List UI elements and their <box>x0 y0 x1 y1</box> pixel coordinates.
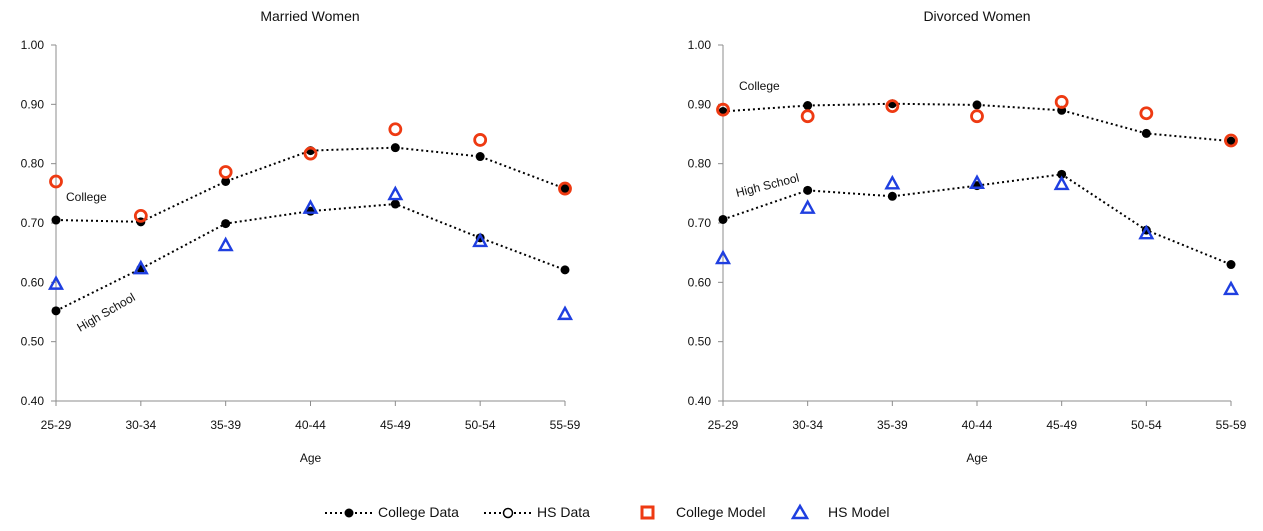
series-college-model <box>716 95 1238 148</box>
x-tick-label: 40-44 <box>295 418 326 432</box>
x-tick-label: 50-54 <box>465 418 496 432</box>
y-tick-label: 0.60 <box>21 275 45 289</box>
model-point <box>1138 224 1155 240</box>
annotation-college: College <box>739 79 780 93</box>
model-point <box>1054 95 1069 109</box>
y-tick-label: 1.00 <box>688 38 712 52</box>
data-point <box>475 152 485 162</box>
model-point <box>799 199 816 214</box>
model-point <box>558 181 572 196</box>
y-tick-label: 0.50 <box>688 335 712 349</box>
annotation-college: College <box>66 190 107 204</box>
y-tick-label: 0.50 <box>21 335 45 349</box>
data-point <box>51 306 61 316</box>
data-point <box>390 199 400 209</box>
model-point <box>388 122 403 137</box>
model-point <box>968 174 986 189</box>
data-point <box>51 215 61 225</box>
data-point <box>1057 169 1067 179</box>
x-tick-label: 45-49 <box>1046 418 1077 432</box>
model-point <box>884 174 901 190</box>
y-tick-label: 0.80 <box>21 157 45 171</box>
legend-label-hs-model: HS Model <box>828 504 890 520</box>
data-point <box>718 214 728 224</box>
model-point <box>970 109 984 124</box>
legend-swatch-hs-model <box>790 503 810 520</box>
model-point <box>472 232 489 248</box>
model-point <box>1139 106 1154 121</box>
model-point <box>473 133 488 147</box>
data-point <box>221 176 231 186</box>
series-hs-model <box>714 174 1240 296</box>
y-tick-label: 0.90 <box>688 97 712 111</box>
y-tick-label: 0.90 <box>21 97 45 111</box>
legend: College Data HS Data College Model HS Mo… <box>0 500 1263 526</box>
data-point <box>1226 260 1236 270</box>
data-point <box>1141 128 1151 138</box>
series-hs-model <box>47 185 574 321</box>
legend-label-college-data: College Data <box>378 504 459 520</box>
data-point <box>221 219 231 229</box>
model-point <box>800 109 815 124</box>
model-point <box>302 199 319 214</box>
model-point <box>716 102 730 117</box>
x-tick-label: 45-49 <box>380 418 411 432</box>
model-point <box>49 174 63 189</box>
legend-swatch-hs-data <box>484 507 532 519</box>
series-college-model <box>49 122 572 223</box>
x-tick-label: 30-34 <box>792 418 823 432</box>
x-tick-label: 55-59 <box>1216 418 1247 432</box>
y-tick-label: 0.60 <box>688 275 712 289</box>
data-point <box>560 184 570 194</box>
y-tick-label: 0.70 <box>21 216 45 230</box>
x-axis-label: Age <box>966 451 988 465</box>
x-tick-label: 55-59 <box>550 418 581 432</box>
x-axis-label: Age <box>300 451 322 465</box>
x-tick-label: 35-39 <box>210 418 241 432</box>
legend-swatch-college-data <box>325 508 373 518</box>
y-tick-label: 0.40 <box>21 394 45 408</box>
x-tick-label: 25-29 <box>708 418 739 432</box>
y-tick-label: 0.40 <box>688 394 712 408</box>
data-point <box>390 143 400 153</box>
legend-label-college-model: College Model <box>676 504 766 520</box>
y-tick-label: 0.70 <box>688 216 712 230</box>
x-tick-label: 35-39 <box>877 418 908 432</box>
model-point <box>132 259 149 275</box>
model-point <box>1222 280 1240 296</box>
model-point <box>218 165 233 179</box>
y-tick-label: 1.00 <box>21 38 45 52</box>
chart-title: Married Women <box>260 8 359 24</box>
chart-panel-divorced: Divorced Women 0.40 0.50 0.60 0.70 0.80 0.90 1.… <box>688 8 1247 465</box>
model-point <box>556 305 574 321</box>
model-point <box>133 208 148 223</box>
data-point <box>1226 136 1236 146</box>
data-point <box>560 265 570 275</box>
x-tick-label: 25-29 <box>41 418 72 432</box>
model-point <box>1053 175 1070 191</box>
model-point <box>1224 133 1238 148</box>
model-point <box>303 146 318 161</box>
model-point <box>714 249 732 265</box>
y-tick-label: 0.80 <box>688 157 712 171</box>
model-point <box>217 236 234 252</box>
model-point <box>387 185 404 201</box>
chart-title: Divorced Women <box>923 8 1030 24</box>
legend-label-hs-data: HS Data <box>537 504 590 520</box>
x-tick-label: 30-34 <box>125 418 156 432</box>
x-tick-label: 50-54 <box>1131 418 1162 432</box>
data-point <box>803 101 813 111</box>
data-point <box>887 191 897 201</box>
data-point <box>803 185 813 195</box>
x-tick-label: 40-44 <box>962 418 993 432</box>
data-point <box>972 100 982 110</box>
model-point <box>47 275 65 290</box>
legend-swatch-college-model <box>640 505 655 520</box>
chart-panel-married: Married Women 0.40 0.50 0.60 0.70 0.80 0.90 1.0… <box>21 8 581 465</box>
chart-figure: Married Women 0.40 0.50 0.60 0.70 0.80 0.90 1.0… <box>21 8 1247 465</box>
model-point <box>885 99 900 114</box>
